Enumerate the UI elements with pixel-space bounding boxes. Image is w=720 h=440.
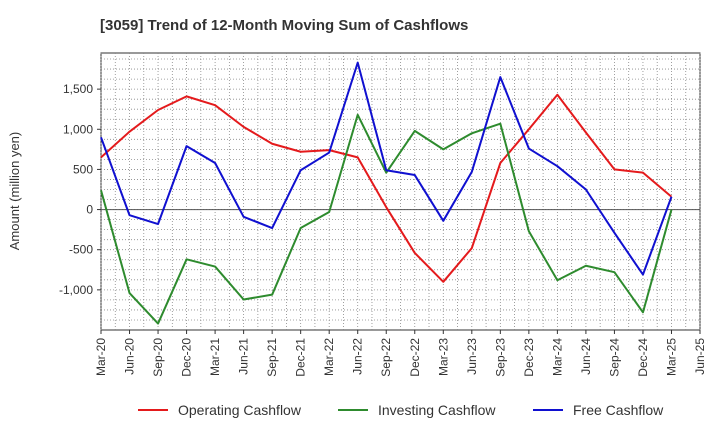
chart-title: [3059] Trend of 12-Month Moving Sum of C… <box>100 17 468 34</box>
x-tick-label: Mar-25 <box>664 338 678 376</box>
series-line-2 <box>100 113 673 325</box>
y-tick-label: -500 <box>69 243 93 257</box>
x-tick-label: Sep-24 <box>607 338 621 377</box>
x-tick-label: Dec-20 <box>180 338 194 377</box>
x-tick-label: Mar-22 <box>322 338 336 376</box>
grid-lines <box>100 53 701 330</box>
series-line-3 <box>100 61 673 276</box>
y-tick-label: 1,500 <box>63 82 93 96</box>
x-tick-label: Jun-21 <box>237 338 251 375</box>
x-axis-ticks: Mar-20 Jun-20 Sep-20 Dec-20 Mar-21 Jun-21 Sep-… <box>94 330 707 377</box>
series-line-1 <box>100 93 673 283</box>
x-tick-label: Sep-21 <box>265 338 279 377</box>
x-tick-label: Sep-22 <box>379 338 393 377</box>
series-lines <box>100 61 673 325</box>
x-tick-label: Mar-23 <box>436 338 450 376</box>
legend-label-1: Operating Cashflow <box>178 402 302 418</box>
y-tick-label: 1,000 <box>63 122 93 136</box>
x-tick-label: Dec-22 <box>408 338 422 377</box>
y-tick-label: 0 <box>86 203 93 217</box>
x-tick-label: Mar-21 <box>208 338 222 376</box>
x-tick-label: Dec-21 <box>294 338 308 377</box>
x-tick-label: Sep-23 <box>493 338 507 377</box>
y-axis-label: Amount (million yen) <box>7 132 22 251</box>
x-tick-label: Jun-23 <box>465 338 479 375</box>
x-tick-label: Jun-22 <box>351 338 365 375</box>
x-tick-label: Mar-24 <box>550 338 564 376</box>
x-tick-label: Jun-24 <box>579 338 593 375</box>
legend-label-3: Free Cashflow <box>573 402 664 418</box>
x-tick-label: Sep-20 <box>151 338 165 377</box>
legend-label-2: Investing Cashflow <box>378 402 496 418</box>
x-tick-label: Jun-20 <box>123 338 137 375</box>
y-tick-label: 500 <box>73 162 93 176</box>
y-axis-ticks: -1,000 -500 0 500 1,000 1,500 <box>59 82 101 297</box>
y-tick-label: -1,000 <box>59 283 93 297</box>
x-tick-label: Mar-20 <box>94 338 108 376</box>
x-tick-label: Dec-24 <box>636 338 650 377</box>
x-tick-label: Jun-25 <box>693 338 707 375</box>
legend: Operating Cashflow Investing Cashflow Free… <box>138 402 664 418</box>
x-tick-label: Dec-23 <box>522 338 536 377</box>
